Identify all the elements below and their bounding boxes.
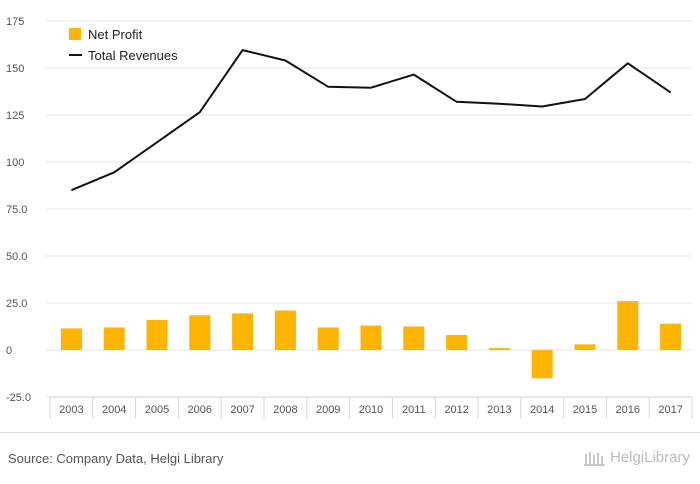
legend-label-total-revenues: Total Revenues bbox=[88, 48, 178, 63]
x-tick-label: 2006 bbox=[188, 404, 212, 416]
x-tick-label: 2005 bbox=[145, 404, 169, 416]
y-tick-label: -25.0 bbox=[6, 392, 31, 404]
y-tick-label: 25.0 bbox=[6, 298, 27, 310]
x-tick-label: 2009 bbox=[316, 404, 340, 416]
x-tick-label: 2012 bbox=[444, 404, 468, 416]
x-axis: 2003 2004 2005 2006 2007 2008 2009 2010 2011 2012… bbox=[49, 396, 693, 419]
bar-net-profit bbox=[232, 313, 254, 350]
x-tick-label: 2017 bbox=[658, 404, 682, 416]
helgi-library-logo: HelgiLibrary bbox=[583, 449, 690, 466]
bar-net-profit bbox=[403, 326, 425, 350]
legend: Net Profit Total Revenues bbox=[69, 27, 178, 63]
y-axis: -25.0 0 25.0 50.0 75.0 100 125 150 175 bbox=[6, 16, 31, 404]
net-profit-bars bbox=[60, 301, 682, 379]
y-tick-label: 125 bbox=[6, 110, 24, 122]
x-tick-label: 2003 bbox=[59, 404, 83, 416]
library-columns-icon bbox=[583, 451, 605, 466]
x-tick-label: 2013 bbox=[487, 404, 511, 416]
legend-label-net-profit: Net Profit bbox=[88, 27, 143, 42]
y-tick-label: 100 bbox=[6, 157, 24, 169]
y-tick-label: 75.0 bbox=[6, 204, 27, 216]
x-tick-label: 2010 bbox=[359, 404, 383, 416]
x-tick-label: 2011 bbox=[402, 404, 426, 416]
bar-net-profit bbox=[60, 328, 82, 350]
bar-net-profit bbox=[488, 348, 510, 350]
x-tick-label: 2016 bbox=[616, 404, 640, 416]
bar-net-profit bbox=[274, 310, 296, 350]
bar-net-profit bbox=[617, 301, 639, 350]
bar-net-profit bbox=[146, 319, 168, 350]
footer: Source: Company Data, Helgi Library Helg… bbox=[0, 432, 700, 484]
line-total-revenues bbox=[71, 49, 672, 192]
logo-text: HelgiLibrary bbox=[609, 449, 690, 466]
x-tick-label: 2015 bbox=[573, 404, 597, 416]
total-revenues-line bbox=[71, 49, 672, 192]
y-tick-label: 150 bbox=[6, 63, 24, 75]
bar-net-profit bbox=[189, 315, 211, 350]
y-tick-label: 0 bbox=[6, 345, 12, 357]
legend-swatch-net-profit bbox=[69, 28, 81, 40]
x-tick-label: 2007 bbox=[230, 404, 254, 416]
bar-net-profit bbox=[360, 325, 382, 350]
y-tick-label: 175 bbox=[6, 16, 24, 28]
bar-net-profit bbox=[660, 323, 682, 350]
bar-net-profit bbox=[317, 327, 339, 350]
bar-net-profit bbox=[531, 350, 553, 379]
source-text: Source: Company Data, Helgi Library bbox=[8, 451, 224, 466]
x-tick-label: 2014 bbox=[530, 404, 554, 416]
bar-net-profit bbox=[446, 334, 468, 350]
x-tick-label: 2004 bbox=[102, 404, 126, 416]
bar-net-profit bbox=[103, 327, 125, 350]
y-tick-label: 50.0 bbox=[6, 251, 27, 263]
x-tick-label: 2008 bbox=[273, 404, 297, 416]
bar-net-profit bbox=[574, 344, 596, 350]
